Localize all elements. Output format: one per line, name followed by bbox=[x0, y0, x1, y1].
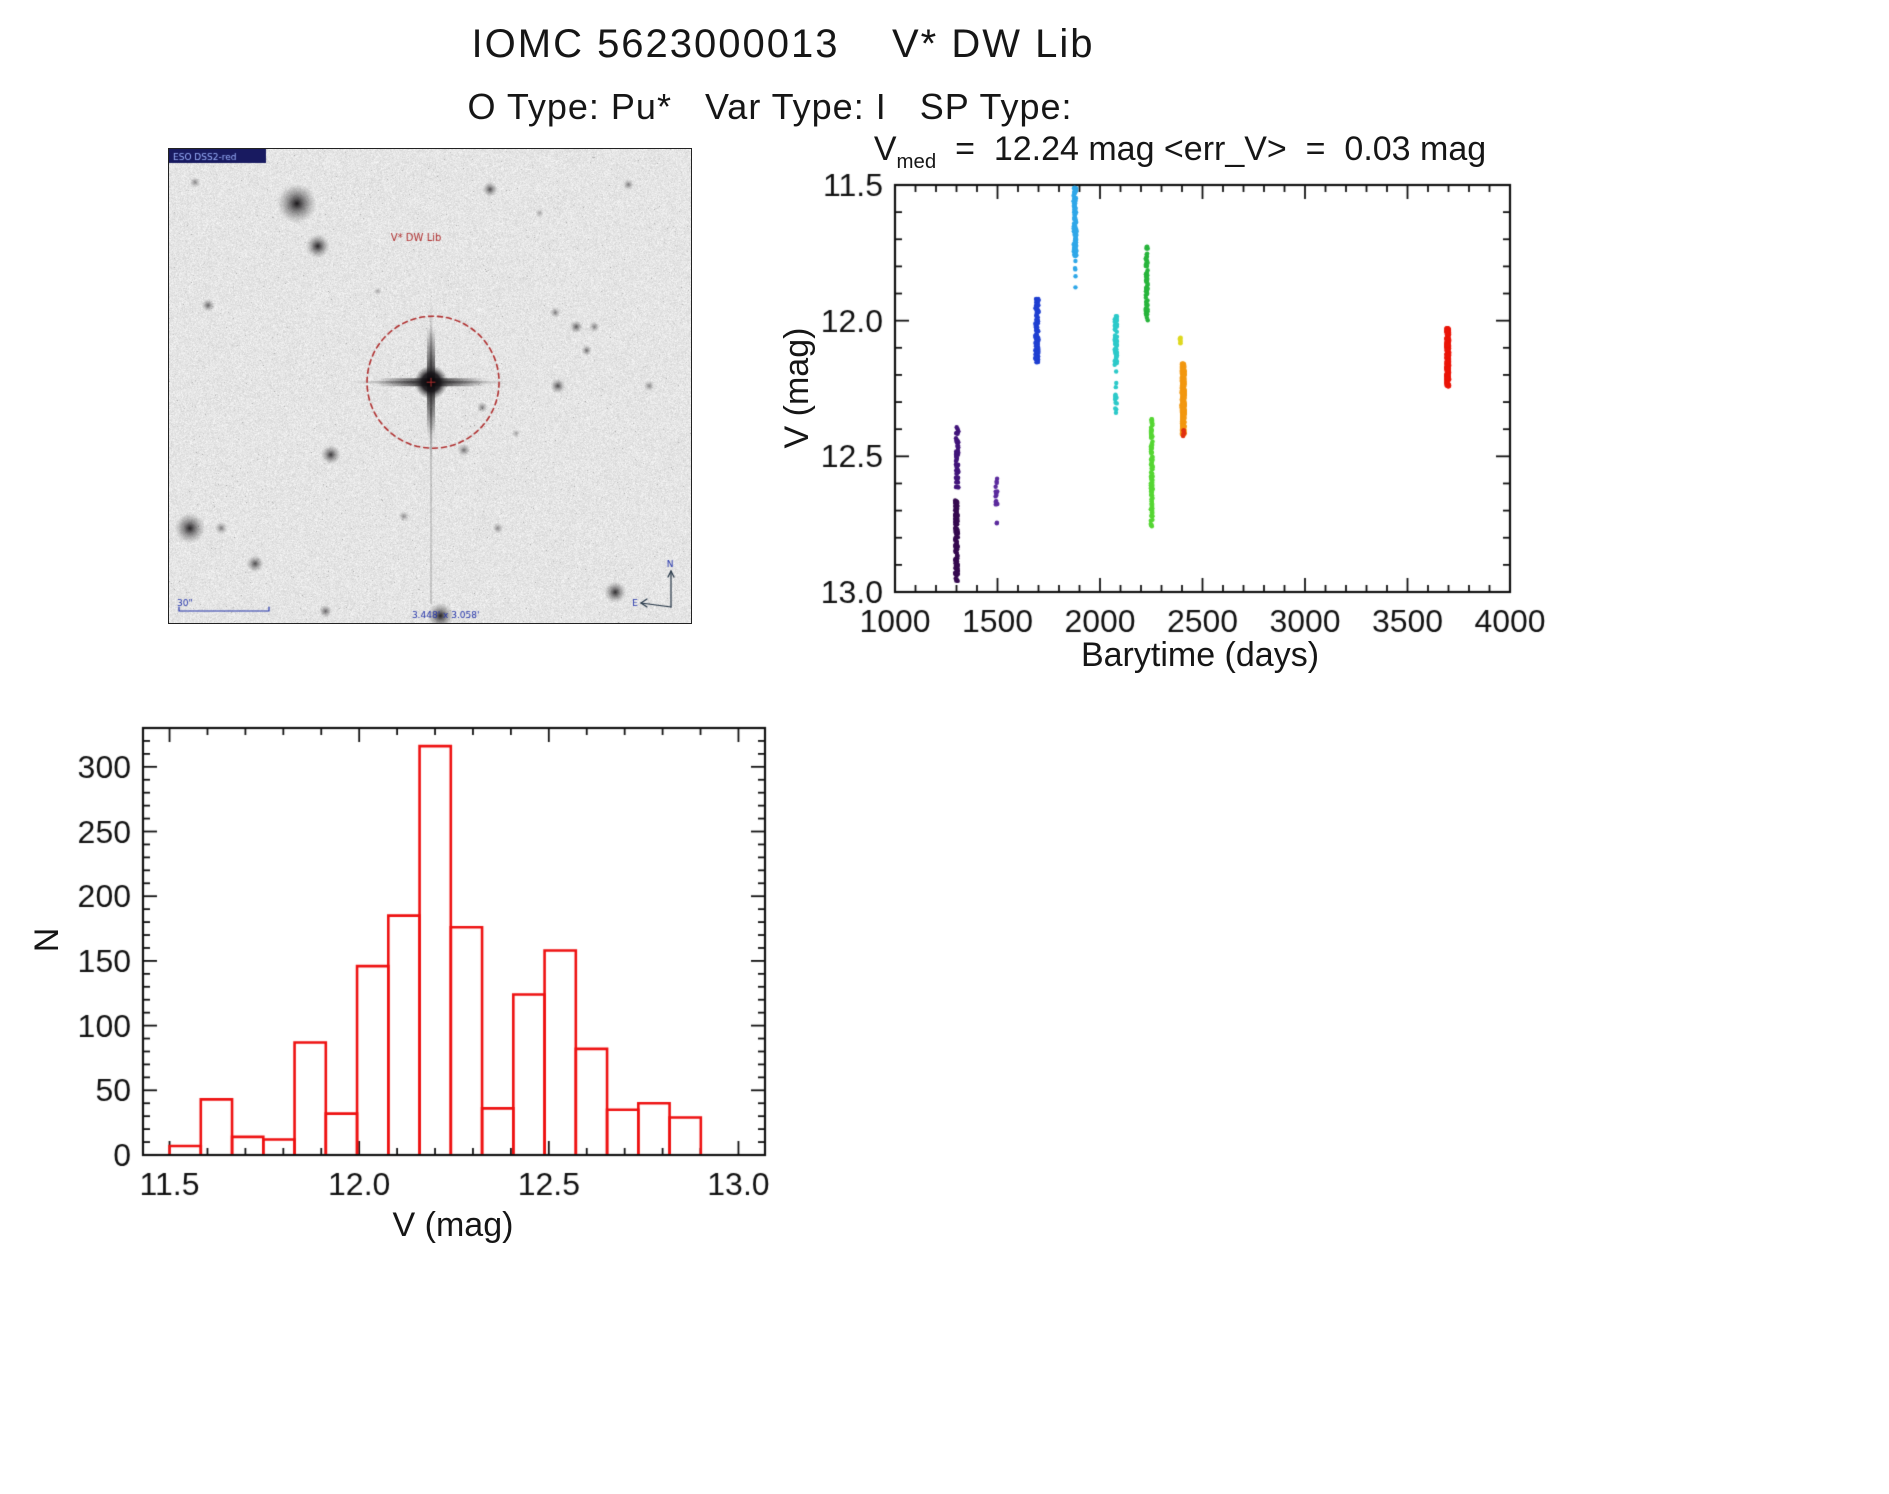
page-title: IOMC 5623000013 V* DW Lib bbox=[471, 22, 1095, 66]
lightcurve-title: Vmed = 12.24 mag <err_V> = 0.03 mag bbox=[800, 130, 1560, 174]
finder-image-canvas bbox=[169, 149, 691, 623]
lightcurve-xlabel: Barytime (days) bbox=[1080, 636, 1320, 674]
lightcurve-plot-canvas bbox=[780, 170, 1560, 680]
page-subtitle: O Type: Pu* Var Type: I SP Type: bbox=[467, 86, 1073, 127]
vmed-subscript: med bbox=[896, 150, 937, 173]
lightcurve-ylabel: V (mag) bbox=[777, 327, 816, 449]
finder-chart bbox=[168, 148, 692, 624]
histogram-xlabel: V (mag) bbox=[392, 1206, 514, 1244]
histogram-plot-canvas bbox=[60, 715, 800, 1215]
histogram-ylabel: N bbox=[27, 927, 66, 953]
vmed-value-text: = 12.24 mag <err_V> = 0.03 mag bbox=[936, 130, 1487, 168]
vmed-symbol: V bbox=[873, 130, 897, 168]
